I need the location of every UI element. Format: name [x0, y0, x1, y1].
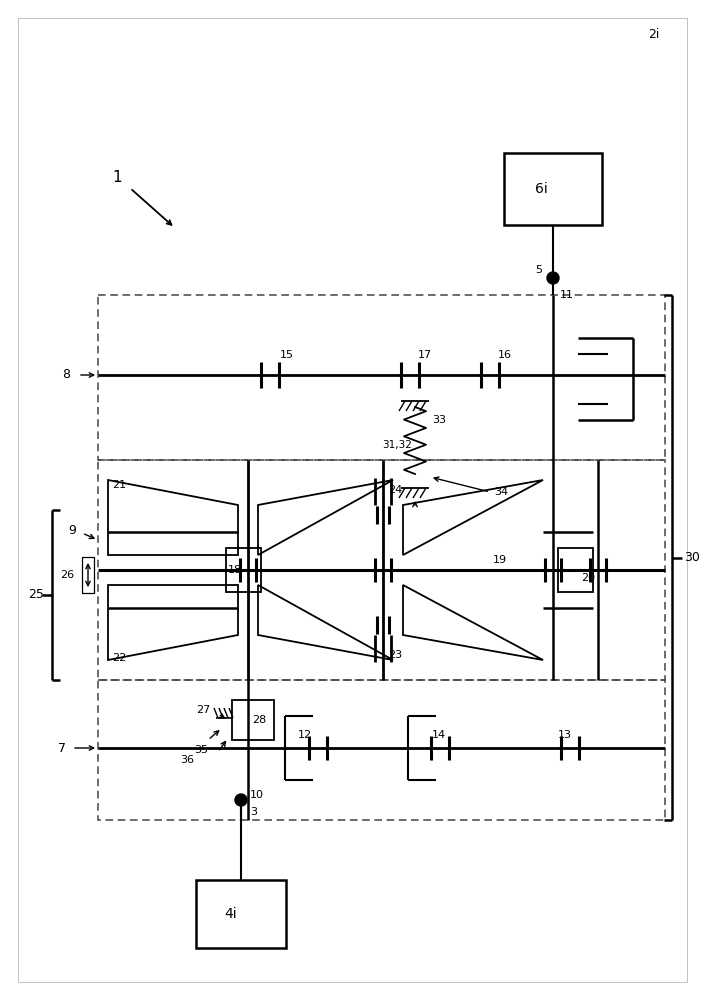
Text: 28: 28: [252, 715, 266, 725]
Text: 11: 11: [560, 290, 574, 300]
Bar: [504, 153, 602, 225]
Text: 3: 3: [250, 807, 257, 817]
Text: 1: 1: [112, 170, 122, 186]
Text: 27: 27: [196, 705, 210, 715]
Bar: [232, 700, 274, 740]
Text: 19: 19: [493, 555, 507, 565]
Text: 23: 23: [388, 650, 402, 660]
Text: 14: 14: [432, 730, 446, 740]
Text: 31,32: 31,32: [382, 440, 412, 450]
Text: 7: 7: [58, 742, 66, 754]
Text: 17: 17: [418, 350, 432, 360]
Bar: [558, 548, 593, 592]
Bar: [82, 557, 94, 593]
Text: 24: 24: [388, 485, 403, 495]
Text: 2i: 2i: [648, 28, 659, 41]
Text: 6i: 6i: [535, 182, 548, 196]
Text: 10: 10: [250, 790, 264, 800]
Text: 26: 26: [60, 570, 74, 580]
Circle shape: [547, 272, 559, 284]
Text: 30: 30: [684, 551, 700, 564]
Text: 34: 34: [494, 487, 508, 497]
Text: 20: 20: [581, 573, 595, 583]
Bar: [98, 295, 665, 460]
Text: 8: 8: [62, 368, 70, 381]
Text: 21: 21: [112, 480, 126, 490]
Text: 13: 13: [558, 730, 572, 740]
Text: 5: 5: [535, 265, 542, 275]
Bar: [98, 680, 665, 820]
Text: 25: 25: [28, 588, 44, 601]
Text: 35: 35: [194, 745, 208, 755]
Bar: [98, 460, 665, 680]
Text: 18: 18: [228, 565, 242, 575]
Text: 36: 36: [180, 755, 194, 765]
Text: 33: 33: [432, 415, 446, 425]
Text: 15: 15: [280, 350, 294, 360]
Text: 4i: 4i: [224, 907, 237, 921]
Text: 22: 22: [112, 653, 126, 663]
Bar: [226, 548, 261, 592]
Text: 12: 12: [298, 730, 312, 740]
Bar: [196, 880, 286, 948]
Text: 9: 9: [68, 524, 76, 536]
Circle shape: [235, 794, 247, 806]
Text: 16: 16: [498, 350, 512, 360]
